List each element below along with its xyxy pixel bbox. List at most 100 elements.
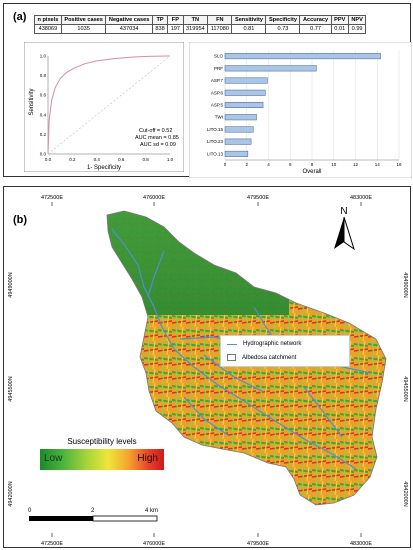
- roc-y-tick: 0.2: [40, 132, 47, 137]
- roc-curve: [47, 55, 171, 155]
- table-cell: 0.81: [231, 24, 267, 34]
- northing-right-label: 4942000N: [402, 481, 408, 506]
- bar-xlabel: Overall: [302, 169, 321, 175]
- table-header-cell: Specificity: [265, 15, 301, 25]
- map-legend: Hydrographic network Albedosa catchment: [220, 335, 350, 367]
- bar-category-label: ASP.5: [211, 103, 224, 108]
- easting-bottom-label: 476000E: [143, 541, 165, 547]
- legend-catchment-label: Albedosa catchment: [242, 354, 297, 361]
- table-cell: 197: [167, 24, 184, 34]
- table-cell: 1035: [60, 24, 107, 34]
- bar-x-tick: 4: [267, 162, 270, 167]
- susceptibility-high: High: [137, 453, 158, 464]
- table-header-cell: Positive cases: [60, 15, 107, 25]
- roc-x-tick: 0.2: [69, 157, 76, 162]
- bar-x-tick: 12: [353, 162, 359, 167]
- roc-auc-sd: AUC sd = 0.09: [140, 142, 176, 148]
- table-cell: 0.99: [347, 24, 367, 34]
- bar-asp-5: [224, 102, 264, 108]
- northing-right-label: 4949000N: [402, 272, 408, 297]
- easting-bottom-label: 472500E: [41, 541, 63, 547]
- table-cell: 0.01: [330, 24, 349, 34]
- north-label: N: [340, 206, 347, 217]
- legend-catchment: Albedosa catchment: [227, 354, 296, 361]
- table-header-cell: TN: [182, 15, 209, 25]
- easting-top-label: 483000E: [350, 195, 372, 201]
- bar-twi: [224, 114, 257, 121]
- northing-left-label: 4942000N: [8, 481, 14, 506]
- susceptibility-colorbar: Low High: [40, 449, 164, 470]
- north-arrow: N: [334, 206, 355, 251]
- bar-lito-23: [224, 138, 252, 145]
- susceptibility-title: Susceptibility levels: [67, 437, 137, 446]
- roc-xlabel: 1- Specificity: [87, 165, 121, 171]
- bar-labels: SLO PRF ASP.7 ASP.6 ASP.5 TWI LITO.15 LITO.23 LI…: [207, 54, 224, 157]
- panel-b-label: (b): [13, 214, 27, 226]
- easting-bottom-label: 479500E: [247, 541, 269, 547]
- coordinate-grid: 472500E 476000E 479500E 483000E 472500E 47600…: [8, 195, 408, 547]
- northing-left-label: 4945500N: [8, 376, 14, 401]
- table-cell: 0.73: [265, 24, 301, 34]
- susceptibility-legend: Susceptibility levels Low High: [40, 437, 164, 470]
- table-header-cell: NPV: [347, 15, 367, 25]
- table-header-cell: Accuracy: [299, 15, 332, 25]
- legend-hydro-label: Hydrographic network: [243, 341, 302, 347]
- bar-prf: [224, 65, 317, 72]
- table-header-cell: FN: [207, 15, 233, 25]
- panel-a: (a) n pixels Positive cases Negative cases…: [3, 3, 412, 178]
- panel-a-label: (a): [13, 11, 27, 23]
- table-cell: 319954: [182, 24, 209, 34]
- susceptibility-low: Low: [44, 453, 63, 464]
- susceptibility-map: 472500E 476000E 479500E 483000E 472500E 47600…: [8, 195, 408, 547]
- roc-y-tick: 1.0: [40, 54, 47, 59]
- easting-top-label: 472500E: [41, 195, 63, 201]
- roc-axes: 0.0 0.2 0.4 0.6 0.8 1.0 0.0 0.2 0.4 0.6 0.8 1.0: [40, 54, 174, 163]
- scale-zero: 0: [28, 508, 32, 514]
- easting-top-label: 476000E: [143, 195, 165, 201]
- roc-x-tick: 1.0: [167, 157, 174, 162]
- table-cell: 437034: [105, 24, 153, 34]
- roc-y-tick: 0.6: [40, 93, 47, 98]
- easting-top-label: 479500E: [247, 195, 269, 201]
- table-header-cell: Negative cases: [105, 15, 153, 25]
- easting-bottom-label: 483000E: [350, 541, 372, 547]
- roc-y-tick: 0.8: [40, 73, 47, 78]
- table-header-cell: n pixels: [34, 15, 62, 25]
- bar-x-tick: 14: [375, 162, 381, 167]
- bar-category-label: PRF: [214, 66, 223, 71]
- bar-x-tick: 10: [331, 162, 337, 167]
- bar-x-tick: 2: [245, 162, 248, 167]
- table-cell: 838: [151, 24, 169, 34]
- bar-category-label: LITO.15: [207, 127, 224, 132]
- roc-plot: 0.0 0.2 0.4 0.6 0.8 1.0 0.0 0.2 0.4 0.6 0.8 1.0 Sen…: [24, 42, 184, 172]
- bar-category-label: LITO.23: [207, 139, 224, 144]
- scale-end: 4 km: [145, 508, 158, 514]
- bar-asp-7: [224, 77, 268, 84]
- table-header-cell: FP: [167, 15, 184, 25]
- table-header-cell: TP: [151, 15, 169, 25]
- table-header-cell: Sensitivity: [231, 15, 267, 25]
- bar-x-tick: 6: [289, 162, 292, 167]
- northing-left-label: 4949000N: [8, 272, 14, 297]
- bar-lito-15: [224, 126, 254, 133]
- bar-category-label: TWI: [215, 115, 223, 120]
- legend-hydro: Hydrographic network: [227, 341, 301, 347]
- scale-mid: 2: [91, 508, 95, 514]
- table-cell: 0.77: [299, 24, 332, 34]
- bar-category-label: ASP.6: [211, 90, 224, 95]
- roc-x-tick: 0.8: [142, 157, 149, 162]
- roc-y-tick: 0.4: [40, 112, 47, 117]
- table-cell: 117080: [207, 24, 233, 34]
- roc-cutoff: Cut-off = 0.52: [139, 128, 172, 134]
- roc-x-tick: 0.6: [118, 157, 125, 162]
- roc-ylabel: Sensitivity: [29, 88, 35, 115]
- bar-ticks: 0 2 4 6 8 10 12 14 16: [224, 162, 402, 167]
- bar-slo: [224, 53, 381, 60]
- table-header-cell: PPV: [330, 15, 349, 25]
- table-cell: 438069: [34, 24, 62, 34]
- importance-chart: SLO PRF ASP.7 ASP.6 ASP.5 TWI LITO.15 LITO.23 LI…: [189, 42, 412, 178]
- bar-category-label: ASP.7: [211, 78, 224, 83]
- hydro-line-icon: [227, 343, 237, 345]
- northing-right-label: 4945500N: [402, 376, 408, 401]
- scale-bar: 0 2 4 km: [28, 508, 158, 522]
